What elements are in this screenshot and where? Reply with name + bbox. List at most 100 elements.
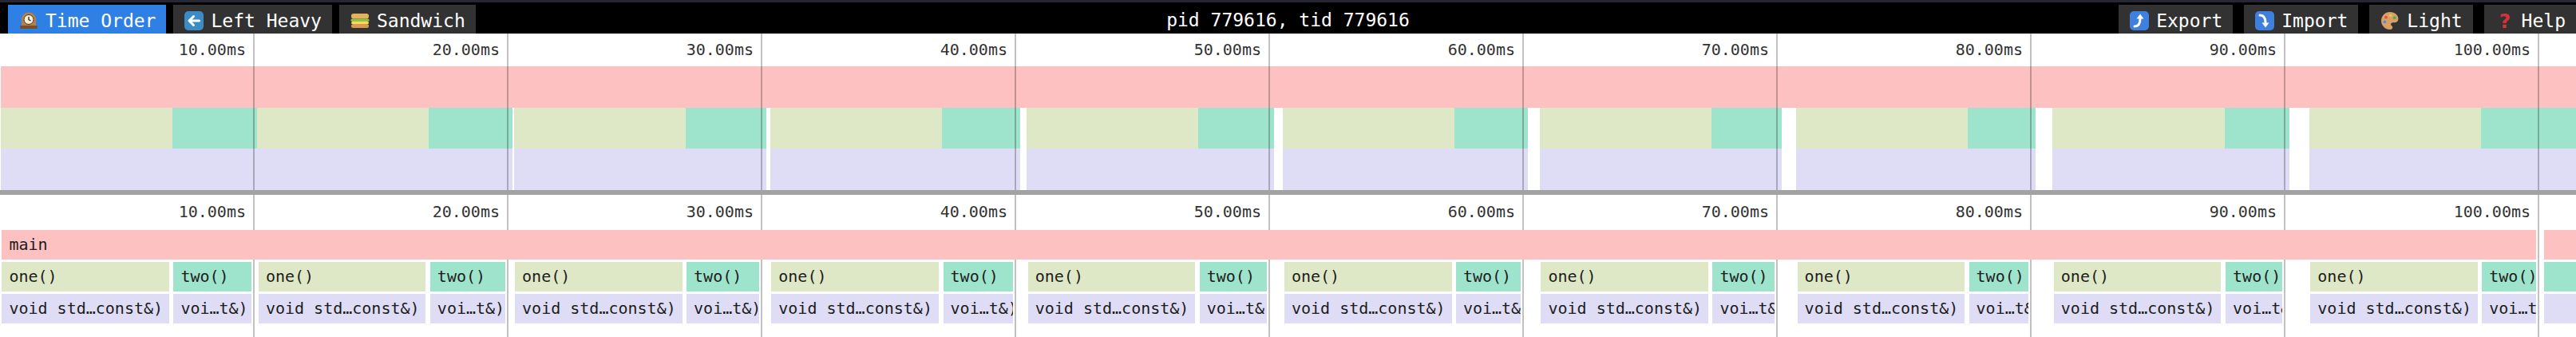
speedscope-app: Time OrderLeft HeavySandwich pid 779616,…: [0, 0, 2576, 337]
flame-frame[interactable]: void std…const&): [2, 294, 169, 323]
flame-frame[interactable]: voi…t&): [1969, 294, 2028, 323]
light-button[interactable]: Light: [2369, 5, 2472, 36]
flame-frame[interactable]: two(): [687, 262, 759, 291]
minimap[interactable]: 10.00ms20.00ms30.00ms40.00ms50.00ms60.00…: [0, 34, 2576, 195]
axis-tick-label: 30.00ms: [626, 195, 754, 229]
flame-frame[interactable]: one(): [1284, 262, 1452, 291]
minimap-frame: [2543, 108, 2576, 149]
minimap-bands: [0, 66, 2576, 190]
tab-label: Sandwich: [377, 10, 465, 31]
flame-frame[interactable]: [2544, 262, 2576, 291]
import-icon: [2254, 10, 2275, 31]
minimap-frame: [2543, 66, 2576, 108]
minimap-frame: [1796, 108, 1972, 149]
flame-frame[interactable]: void std…const&): [1284, 294, 1452, 323]
minimap-band: [0, 149, 2576, 190]
action-label: Help: [2522, 10, 2566, 31]
flame-frame[interactable]: one(): [1798, 262, 1965, 291]
minimap-frame: [942, 149, 1020, 190]
gridline: [761, 34, 762, 190]
gridline: [1015, 34, 1016, 190]
minimap-frame: [1711, 149, 1782, 190]
minimap-frame: [686, 108, 766, 149]
flame-frame[interactable]: [2544, 230, 2576, 260]
flame-frame[interactable]: one(): [1541, 262, 1707, 291]
flame-frame[interactable]: voi…t&): [173, 294, 251, 323]
flame-frame[interactable]: voi…t&): [2226, 294, 2282, 323]
flame-frame[interactable]: two(): [1456, 262, 1521, 291]
flame-frame[interactable]: two(): [2482, 262, 2536, 291]
axis-tick-label: 90.00ms: [2149, 34, 2277, 66]
flame-frame[interactable]: voi…t&): [687, 294, 759, 323]
flame-frame[interactable]: one(): [515, 262, 683, 291]
minimap-frame: [1454, 108, 1528, 149]
flame-frame[interactable]: one(): [2054, 262, 2222, 291]
flamechart[interactable]: 10.00ms20.00ms30.00ms40.00ms50.00ms60.00…: [0, 195, 2576, 337]
gridline: [253, 34, 255, 190]
flame-frame[interactable]: one(): [2, 262, 169, 291]
flame-frame[interactable]: void std…const&): [1798, 294, 1965, 323]
gridline: [2538, 34, 2539, 190]
tab-time-order[interactable]: Time Order: [8, 5, 166, 36]
minimap-frame: [257, 108, 433, 149]
flame-frame[interactable]: two(): [1969, 262, 2028, 291]
minimap-frame: [1283, 149, 1458, 190]
axis-tick-label: 90.00ms: [2149, 195, 2277, 229]
minimap-frame: [257, 149, 433, 190]
flame-frame[interactable]: void std…const&): [259, 294, 425, 323]
flame-frame[interactable]: voi…t&): [1712, 294, 1775, 323]
flame-frame[interactable]: one(): [2310, 262, 2477, 291]
axis-tick-label: 80.00ms: [1895, 34, 2023, 66]
flame-frame[interactable]: voi…t&): [2482, 294, 2536, 323]
flame-frame[interactable]: void std…const&): [1541, 294, 1707, 323]
axis-tick-label: 70.00ms: [1641, 34, 1769, 66]
minimap-frame: [2543, 149, 2576, 190]
import-button[interactable]: Import: [2244, 5, 2358, 36]
flame-frame[interactable]: voi…t&): [430, 294, 505, 323]
flame-frame[interactable]: void std…const&): [2310, 294, 2477, 323]
gridline: [1776, 34, 1778, 190]
flame-frame[interactable]: void std…const&): [2054, 294, 2222, 323]
flame-frame[interactable]: voi…t&): [1200, 294, 1267, 323]
tab-sandwich[interactable]: Sandwich: [339, 5, 476, 36]
axis-tick-label: 20.00ms: [372, 195, 500, 229]
minimap-frame: [2225, 108, 2289, 149]
axis-tick-label: 40.00ms: [880, 34, 1007, 66]
chart-time-axis: 10.00ms20.00ms30.00ms40.00ms50.00ms60.00…: [0, 195, 2576, 229]
axis-tick-label: 20.00ms: [372, 34, 500, 66]
axis-tick-label: 10.00ms: [118, 34, 246, 66]
gridline: [2030, 34, 2032, 190]
flame-frame[interactable]: void std…const&): [771, 294, 939, 323]
flame-frame[interactable]: main: [2, 230, 2536, 260]
action-label: Import: [2281, 10, 2348, 31]
export-button[interactable]: Export: [2119, 5, 2233, 36]
flame-frame[interactable]: void std…const&): [1028, 294, 1195, 323]
minimap-frame: [429, 108, 512, 149]
flame-frame[interactable]: one(): [771, 262, 939, 291]
axis-tick-label: 60.00ms: [1387, 195, 1515, 229]
minimap-frame: [1968, 149, 2036, 190]
minimap-frame: [2309, 108, 2485, 149]
svg-text:?: ?: [2499, 10, 2511, 31]
axis-tick-label: 50.00ms: [1134, 195, 1261, 229]
flame-frame[interactable]: one(): [259, 262, 425, 291]
minimap-frame: [1, 66, 2543, 108]
flame-frame[interactable]: two(): [944, 262, 1013, 291]
flame-frame[interactable]: [2544, 294, 2576, 323]
minimap-frame: [1, 108, 176, 149]
flame-frame[interactable]: two(): [430, 262, 505, 291]
flame-frame[interactable]: one(): [1028, 262, 1195, 291]
minimap-frame: [1540, 108, 1715, 149]
tab-left-heavy[interactable]: Left Heavy: [173, 5, 331, 36]
flame-frame[interactable]: two(): [1712, 262, 1775, 291]
axis-tick-label: 40.00ms: [880, 195, 1007, 229]
flame-frame[interactable]: void std…const&): [515, 294, 683, 323]
flame-frame[interactable]: two(): [2226, 262, 2282, 291]
minimap-band: [0, 66, 2576, 108]
flame-frame[interactable]: voi…t&): [1456, 294, 1521, 323]
flame-frame[interactable]: two(): [1200, 262, 1267, 291]
flame-frame[interactable]: voi…t&): [944, 294, 1013, 323]
palette-icon: [2380, 10, 2400, 31]
help-button[interactable]: ? Help: [2484, 5, 2576, 36]
flame-frame[interactable]: two(): [173, 262, 251, 291]
